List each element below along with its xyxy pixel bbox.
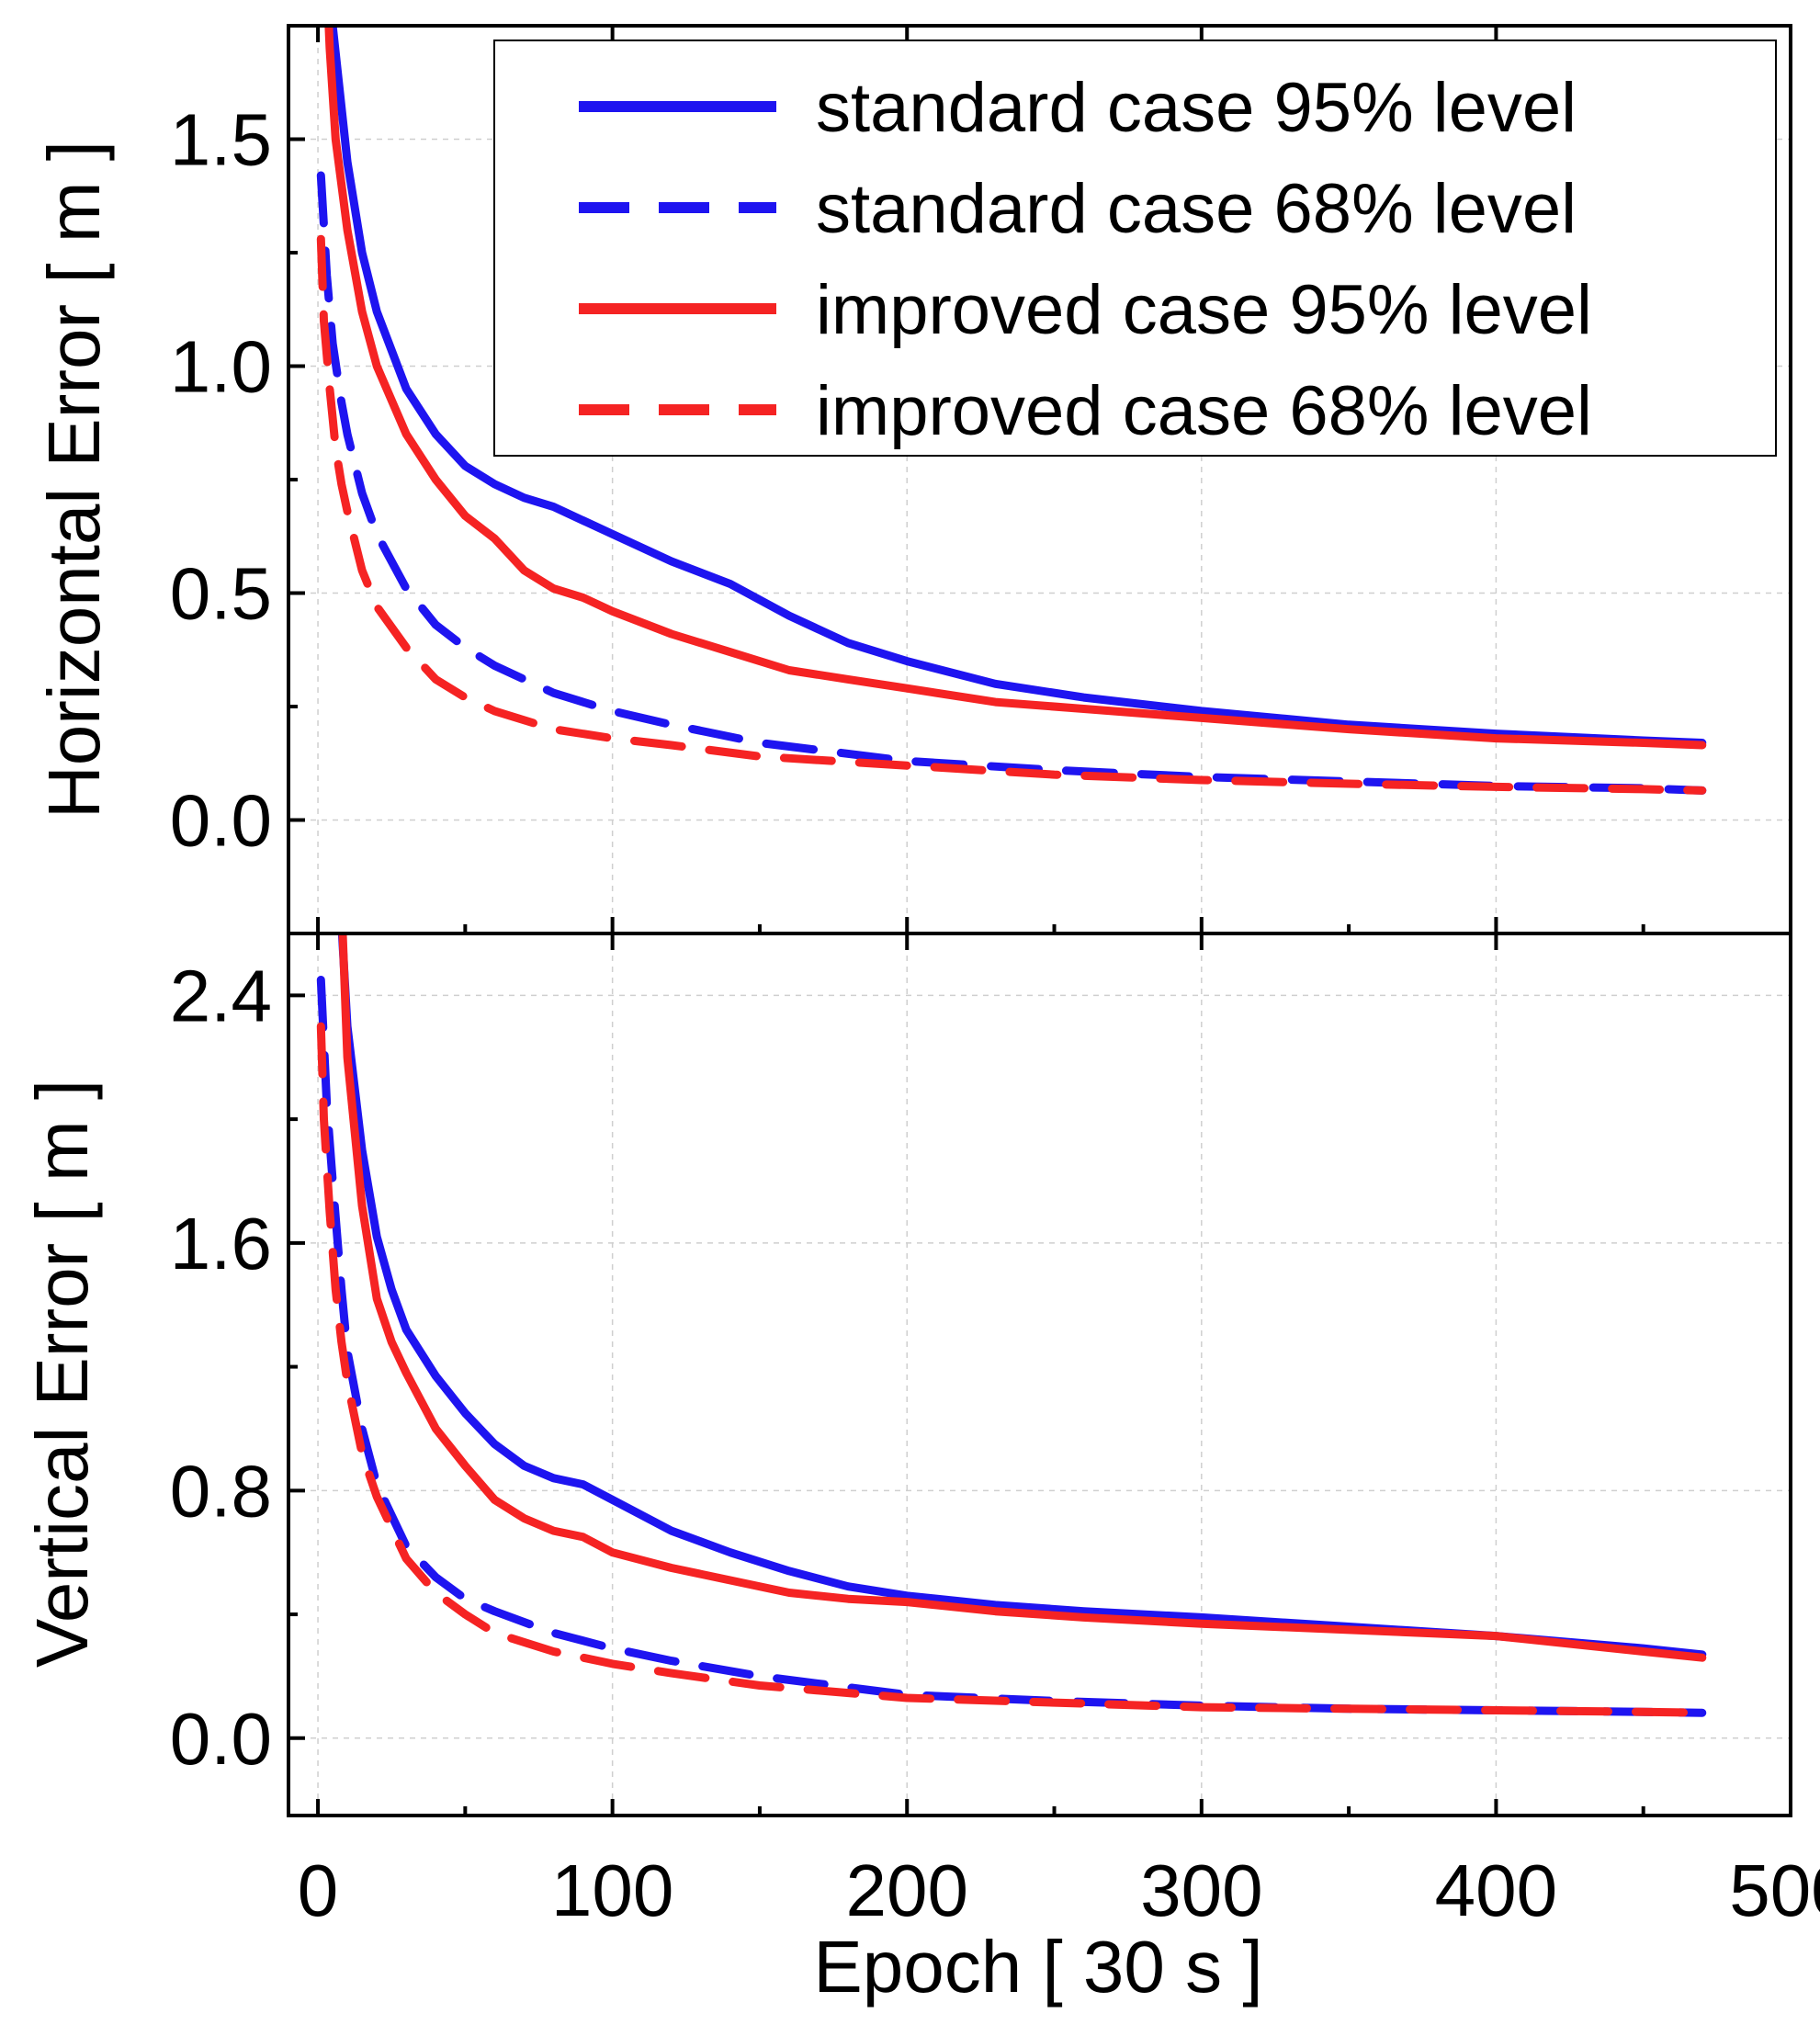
vertical-axis-ticks: 0.0 0.8 1.6 2.4 [170, 933, 1792, 1816]
vertical-error-panel: 0.0 0.8 1.6 2.4 Vertical Error [ m ] [21, 932, 1792, 1817]
x-tick-label: 400 [1435, 1850, 1557, 1931]
vertical-y-axis-title: Vertical Error [ m ] [21, 1080, 103, 1668]
x-tick-label: 300 [1140, 1850, 1262, 1931]
vertical-plot-frame [287, 932, 1792, 1817]
legend: standard case 95% level standard case 68… [493, 40, 1777, 457]
series-line-improved-case-68-level [316, 234, 1707, 795]
series-line-improved-case-68-level [316, 1022, 1707, 1717]
x-tick-label: 200 [845, 1850, 967, 1931]
series-line-standard-case-95-level [328, 26, 1707, 747]
horizontal-y-axis-title: Horizontal Error [ m ] [33, 141, 115, 819]
legend-label-improved-68: improved case 68% level [816, 372, 1592, 450]
x-tick-labels: 0 100 200 300 400 500 [298, 1850, 1820, 1931]
x-tick-label: 500 [1729, 1850, 1820, 1931]
y-tick-label: 0.0 [170, 1698, 272, 1780]
vertical-series [316, 933, 1707, 1717]
x-tick-label: 0 [298, 1850, 339, 1931]
y-tick-label: 0.8 [170, 1450, 272, 1532]
legend-label-standard-68: standard case 68% level [816, 170, 1577, 248]
legend-label-standard-95: standard case 95% level [816, 69, 1577, 147]
y-tick-label: 1.0 [170, 326, 272, 408]
horizontal-series [316, 26, 1707, 795]
y-tick-label: 1.5 [170, 99, 272, 181]
y-tick-label: 0.5 [170, 553, 272, 635]
horizontal-error-panel: 0.0 0.5 1.0 1.5 Horizontal Error [ m ] stan… [33, 24, 1792, 935]
x-tick-label: 100 [551, 1850, 673, 1931]
series-line-improved-case-95-level [324, 26, 1707, 750]
series-line-improved-case-95-level [338, 933, 1707, 1662]
y-tick-label: 0.0 [170, 780, 272, 862]
vertical-grid [288, 933, 1792, 1816]
legend-label-improved-95: improved case 95% level [816, 271, 1592, 349]
series-line-standard-case-95-level [337, 933, 1707, 1659]
series-line-standard-case-68-level [316, 171, 1707, 795]
y-tick-label: 1.6 [170, 1203, 272, 1284]
y-tick-label: 2.4 [170, 955, 272, 1036]
x-axis-title: Epoch [ 30 s ] [813, 1926, 1262, 2008]
